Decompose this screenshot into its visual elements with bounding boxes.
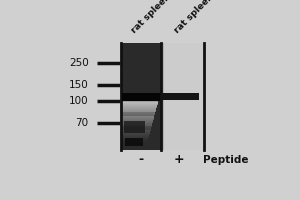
Bar (122, 120, 153, 122)
Bar (122, 104, 157, 106)
Bar (122, 124, 152, 126)
Bar (122, 135, 149, 137)
Bar (122, 119, 153, 121)
Bar (122, 128, 151, 129)
Bar (122, 113, 155, 114)
Bar (122, 130, 150, 132)
Text: 100: 100 (69, 96, 89, 106)
Bar (122, 133, 149, 135)
Bar (122, 138, 148, 140)
Bar (122, 118, 154, 120)
Bar (122, 93, 160, 101)
Bar (122, 143, 147, 145)
Bar (122, 127, 151, 128)
Bar (122, 132, 150, 134)
Bar (122, 121, 153, 123)
Bar (122, 116, 154, 118)
Bar (122, 101, 158, 103)
Bar (122, 106, 157, 108)
Bar (122, 115, 154, 117)
Bar (122, 129, 151, 131)
Bar (122, 105, 157, 107)
Text: 150: 150 (69, 80, 89, 90)
Bar (122, 111, 155, 113)
Text: Peptide: Peptide (202, 155, 248, 165)
Text: 70: 70 (76, 118, 89, 128)
Bar (122, 140, 148, 141)
Bar (122, 108, 156, 110)
Bar (122, 103, 158, 105)
Bar (124, 121, 145, 133)
Bar (122, 110, 155, 112)
Bar (161, 93, 199, 100)
Bar (122, 137, 148, 139)
Bar (122, 134, 149, 136)
Bar (164, 43, 204, 150)
Text: +: + (174, 153, 184, 166)
Bar (121, 43, 161, 150)
Bar (125, 138, 142, 146)
Bar (122, 131, 150, 133)
Bar (122, 122, 152, 124)
Bar (122, 117, 154, 119)
Text: rat spleen: rat spleen (173, 0, 216, 35)
Bar (161, 43, 164, 150)
Bar (122, 102, 158, 104)
Text: 250: 250 (69, 58, 89, 68)
Bar (122, 136, 149, 138)
Bar (122, 109, 156, 111)
Bar (122, 107, 156, 109)
Bar (122, 123, 152, 125)
Bar (122, 114, 155, 115)
Bar (122, 142, 147, 144)
Text: rat spleen: rat spleen (130, 0, 173, 35)
Bar (122, 125, 152, 127)
Bar (122, 141, 148, 142)
Text: -: - (138, 153, 143, 166)
